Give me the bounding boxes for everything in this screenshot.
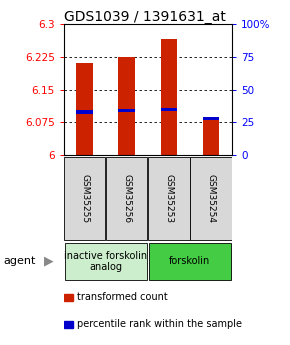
- Text: GSM35256: GSM35256: [122, 174, 131, 223]
- Text: forskolin: forskolin: [169, 256, 211, 266]
- Text: inactive forskolin
analog: inactive forskolin analog: [64, 250, 147, 272]
- Bar: [161, 39, 177, 155]
- Text: transformed count: transformed count: [77, 292, 168, 302]
- Text: GSM35254: GSM35254: [206, 174, 215, 223]
- Text: percentile rank within the sample: percentile rank within the sample: [77, 319, 242, 329]
- Bar: [202, 118, 219, 155]
- Text: GSM35255: GSM35255: [80, 174, 89, 223]
- Bar: [202, 117, 219, 120]
- FancyBboxPatch shape: [149, 243, 231, 279]
- FancyBboxPatch shape: [65, 243, 147, 279]
- Text: GSM35253: GSM35253: [164, 174, 173, 223]
- Bar: [118, 109, 135, 112]
- Text: agent: agent: [3, 256, 35, 266]
- Bar: [64, 294, 73, 300]
- Bar: [64, 321, 73, 328]
- Text: GDS1039 / 1391631_at: GDS1039 / 1391631_at: [64, 10, 226, 24]
- FancyBboxPatch shape: [106, 157, 148, 240]
- FancyBboxPatch shape: [64, 157, 106, 240]
- Bar: [161, 108, 177, 111]
- Bar: [76, 63, 93, 155]
- Bar: [76, 110, 93, 114]
- Bar: [118, 57, 135, 155]
- FancyBboxPatch shape: [148, 157, 190, 240]
- FancyBboxPatch shape: [190, 157, 232, 240]
- Text: ▶: ▶: [44, 255, 53, 268]
